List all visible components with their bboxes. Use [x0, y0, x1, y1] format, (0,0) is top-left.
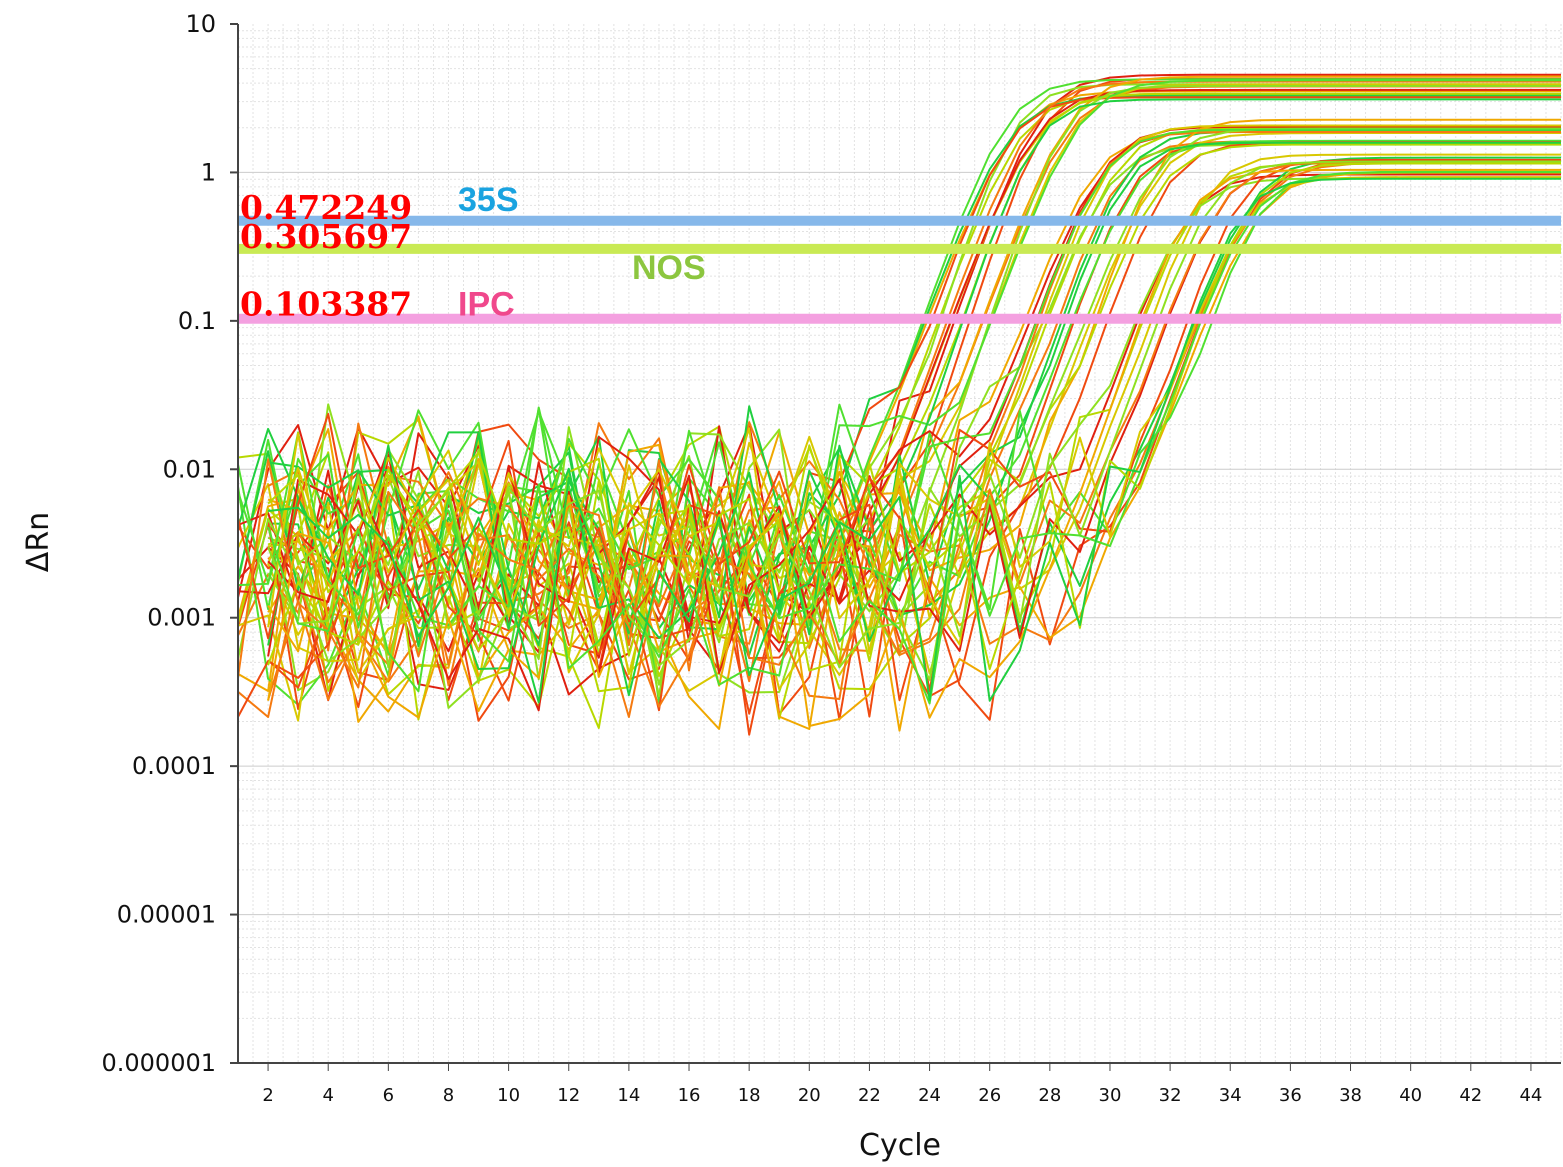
y-axis-title: ΔRn	[21, 512, 56, 572]
amplification-curve	[267, 162, 1561, 670]
x-tick-label: 4	[322, 1085, 333, 1106]
x-axis-title: Cycle	[859, 1128, 941, 1163]
amplification-curve	[237, 125, 1561, 644]
y-tick-label: 0.0001	[132, 752, 216, 780]
x-tick-label: 26	[978, 1085, 1001, 1106]
x-tick-label: 6	[383, 1085, 394, 1106]
amplification-curves	[237, 73, 1561, 736]
x-tick-label: 24	[918, 1085, 941, 1106]
y-tick-label: 0.00001	[117, 901, 216, 929]
x-tick-label: 44	[1519, 1085, 1542, 1106]
y-tick-label: 10	[185, 10, 216, 38]
amplification-curve	[267, 127, 1561, 660]
x-tick-label: 14	[617, 1085, 640, 1106]
x-tick-label: 38	[1339, 1085, 1362, 1106]
threshold-value-label: 0.472249	[240, 188, 412, 227]
threshold-lines: 0.472249 35S 0.305697 NOS 0.103387 IPC	[238, 181, 1561, 324]
x-tick-label: 2	[262, 1085, 273, 1106]
y-tick-label: 0.01	[163, 455, 216, 483]
threshold-name-label: 35S	[458, 181, 519, 219]
y-tick-label: 1	[201, 158, 216, 186]
amplification-curve	[267, 176, 1561, 646]
x-tick-label: 22	[858, 1085, 881, 1106]
amplification-curve	[237, 158, 1561, 640]
x-tick-label: 40	[1399, 1085, 1422, 1106]
x-tick-label: 20	[798, 1085, 821, 1106]
amplification-curve	[267, 153, 1561, 638]
x-tick-label: 8	[443, 1085, 454, 1106]
x-tick-label: 12	[557, 1085, 580, 1106]
x-tick-label: 18	[738, 1085, 761, 1106]
amplification-curve	[267, 171, 1561, 705]
amplification-curve	[237, 83, 1561, 684]
x-tick-label: 16	[678, 1085, 701, 1106]
y-tick-label: 0.1	[178, 307, 216, 335]
amplification-curve	[267, 168, 1561, 727]
threshold-name-label: IPC	[458, 286, 515, 324]
y-tick-label: 0.000001	[101, 1049, 216, 1077]
x-tick-label: 10	[497, 1085, 520, 1106]
threshold-value-label: 0.103387	[240, 285, 412, 324]
amplification-curve	[268, 94, 1561, 637]
x-tick-label: 28	[1038, 1085, 1061, 1106]
y-tick-label: 0.001	[147, 604, 216, 632]
amplification-curve	[267, 160, 1561, 669]
x-tick-label: 42	[1459, 1085, 1482, 1106]
threshold-name-label: NOS	[632, 249, 706, 287]
x-tick-label: 32	[1159, 1085, 1182, 1106]
amplification-curve	[267, 177, 1561, 704]
x-tick-label: 36	[1279, 1085, 1302, 1106]
x-tick-label: 34	[1219, 1085, 1242, 1106]
threshold-value-label: 0.305697	[240, 217, 412, 256]
x-tick-label: 30	[1099, 1085, 1122, 1106]
